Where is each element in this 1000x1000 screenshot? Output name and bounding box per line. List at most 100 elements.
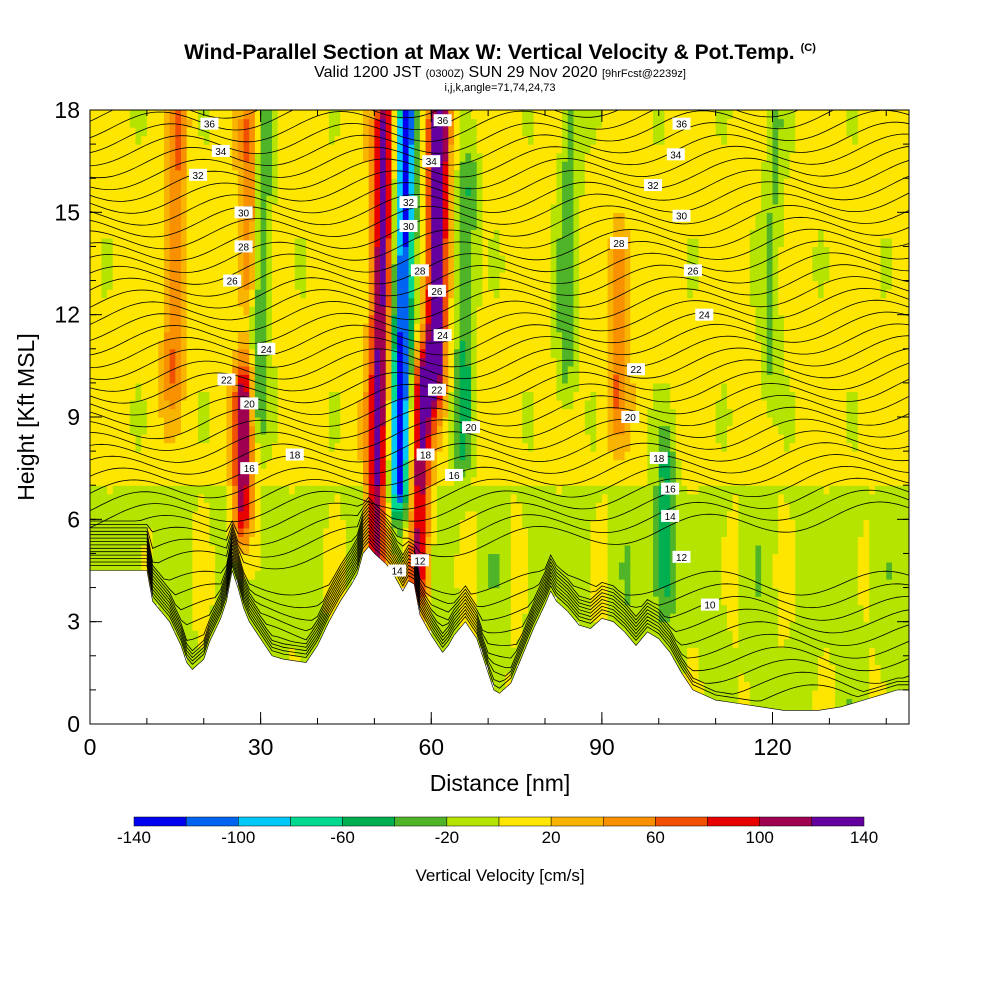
velocity-cell [556, 408, 563, 418]
velocity-cell [181, 306, 188, 316]
velocity-cell [545, 459, 552, 469]
velocity-cell [112, 553, 120, 563]
velocity-cell [374, 459, 381, 469]
velocity-cell [124, 417, 131, 427]
velocity-cell [471, 519, 478, 529]
velocity-cell [175, 536, 182, 546]
velocity-cell [215, 186, 222, 196]
velocity-cell [442, 510, 449, 520]
velocity-cell [334, 212, 341, 222]
velocity-cell [454, 195, 461, 205]
velocity-cell [277, 323, 284, 333]
velocity-cell [448, 314, 455, 324]
velocity-cell [277, 451, 284, 461]
velocity-cell [505, 672, 512, 682]
velocity-cell [363, 152, 370, 162]
velocity-cell [448, 536, 455, 546]
velocity-cell [471, 280, 478, 290]
velocity-cell [323, 186, 330, 196]
velocity-cell [465, 229, 472, 239]
velocity-cell [522, 527, 529, 537]
velocity-cell [510, 365, 518, 375]
velocity-cell [425, 169, 432, 179]
velocity-cell [482, 604, 489, 614]
velocity-cell [323, 510, 330, 520]
velocity-cell [192, 655, 199, 665]
velocity-cell [459, 476, 466, 486]
velocity-cell [260, 229, 267, 239]
velocity-cell [505, 434, 512, 444]
velocity-cell [181, 280, 188, 290]
velocity-cell [442, 604, 449, 614]
velocity-cell [334, 561, 341, 572]
velocity-cell [232, 152, 239, 162]
velocity-cell [328, 348, 336, 358]
velocity-cell [95, 195, 102, 205]
velocity-cell [385, 340, 393, 350]
velocity-cell [414, 434, 421, 444]
velocity-cell [340, 348, 347, 358]
velocity-cell [192, 417, 199, 427]
velocity-cell [391, 442, 398, 452]
velocity-cell [220, 127, 228, 137]
velocity-cell [448, 152, 455, 162]
velocity-cell [556, 357, 563, 367]
velocity-cell [317, 527, 324, 537]
velocity-cell [169, 434, 176, 444]
velocity-cell [357, 365, 364, 375]
velocity-cell [533, 451, 540, 461]
velocity-cell [129, 519, 137, 529]
velocity-cell [539, 519, 546, 529]
velocity-cell [402, 246, 410, 256]
velocity-cell [129, 161, 137, 171]
velocity-cell [397, 246, 404, 256]
velocity-cell [340, 544, 347, 555]
velocity-cell [277, 399, 284, 410]
velocity-cell [306, 382, 313, 393]
velocity-cell [539, 485, 546, 495]
velocity-cell [442, 135, 449, 145]
velocity-cell [499, 519, 506, 529]
velocity-cell [397, 118, 404, 128]
velocity-cell [414, 212, 421, 222]
velocity-cell [363, 272, 370, 282]
velocity-cell [482, 169, 489, 179]
velocity-cell [522, 391, 529, 401]
velocity-cell [357, 434, 364, 444]
velocity-cell [408, 246, 415, 256]
velocity-cell [203, 280, 211, 290]
velocity-cell [260, 408, 267, 418]
velocity-cell [368, 425, 375, 435]
velocity-cell [215, 263, 222, 273]
velocity-cell [237, 186, 245, 196]
velocity-cell [266, 442, 273, 452]
velocity-cell [175, 212, 182, 222]
velocity-cell [545, 544, 552, 555]
velocity-cell [112, 263, 120, 273]
velocity-cell [323, 178, 330, 188]
velocity-cell [112, 536, 120, 546]
velocity-cell [272, 161, 279, 171]
velocity-cell [380, 186, 387, 196]
velocity-cell [471, 152, 478, 162]
velocity-cell [300, 493, 307, 503]
velocity-cell [254, 417, 262, 427]
velocity-cell [254, 382, 262, 393]
velocity-cell [368, 246, 375, 256]
velocity-cell [374, 118, 381, 128]
velocity-cell [186, 272, 193, 282]
velocity-cell [465, 468, 472, 478]
velocity-cell [380, 314, 387, 324]
velocity-cell [266, 391, 273, 401]
velocity-cell [209, 391, 216, 401]
velocity-cell [539, 417, 546, 427]
velocity-cell [198, 485, 205, 495]
velocity-cell [539, 365, 546, 375]
velocity-cell [198, 519, 205, 529]
velocity-cell [510, 314, 518, 324]
velocity-cell [306, 451, 313, 461]
velocity-cell [277, 544, 284, 555]
velocity-cell [419, 314, 427, 324]
velocity-cell [374, 135, 381, 145]
velocity-cell [510, 408, 518, 418]
